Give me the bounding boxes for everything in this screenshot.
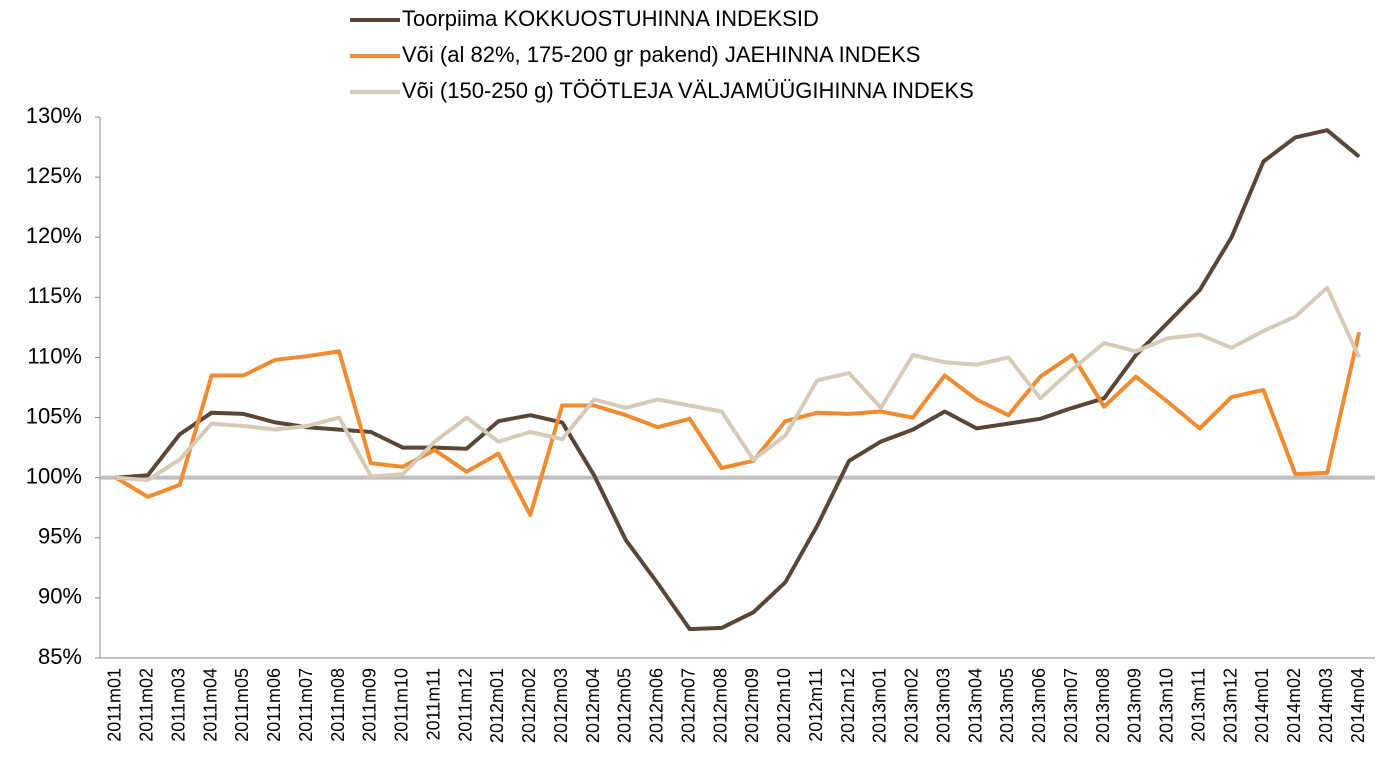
x-tick-label: 2014m04 <box>1348 668 1368 743</box>
x-tick-label: 2011m11 <box>423 668 443 740</box>
x-tick-label: 2013m12 <box>1220 668 1240 743</box>
y-tick-label: 120% <box>26 223 82 248</box>
x-tick-label: 2011m10 <box>392 668 412 742</box>
x-tick-label: 2013m10 <box>1157 668 1177 743</box>
x-tick-label: 2013m01 <box>870 668 890 743</box>
x-tick-label: 2012m07 <box>678 668 698 743</box>
x-tick-label: 2012m05 <box>615 668 635 743</box>
x-tick-label: 2013m05 <box>997 668 1017 743</box>
x-tick-label: 2014m03 <box>1316 668 1336 743</box>
x-tick-label: 2011m08 <box>328 668 348 742</box>
x-tick-label: 2013m02 <box>902 668 922 743</box>
x-tick-label: 2011m07 <box>296 668 316 742</box>
x-tick-label: 2011m09 <box>360 668 380 742</box>
x-tick-label: 2014m02 <box>1284 668 1304 743</box>
x-tick-label: 2012m09 <box>742 668 762 743</box>
x-tick-label: 2011m06 <box>264 668 284 742</box>
x-tick-label: 2011m03 <box>168 668 188 742</box>
x-tick-label: 2013m09 <box>1125 668 1145 743</box>
y-tick-label: 100% <box>26 463 82 488</box>
x-tick-label: 2012m03 <box>551 668 571 743</box>
x-tick-label: 2012m01 <box>487 668 507 743</box>
x-tick-label: 2011m01 <box>105 668 125 742</box>
x-tick-label: 2013m11 <box>1188 668 1208 742</box>
legend-label: Toorpiima KOKKUOSTUHINNA INDEKSID <box>402 6 819 31</box>
x-tick-label: 2013m08 <box>1093 668 1113 743</box>
y-tick-label: 110% <box>27 343 82 368</box>
y-tick-label: 130% <box>26 103 82 128</box>
x-tick-label: 2012m10 <box>774 668 794 743</box>
y-tick-label: 95% <box>38 524 82 549</box>
x-tick-label: 2014m01 <box>1252 668 1272 743</box>
x-tick-label: 2012m06 <box>647 668 667 743</box>
series-line <box>114 331 1362 517</box>
x-tick-label: 2012m12 <box>838 668 858 743</box>
x-tick-label: 2013m07 <box>1061 668 1081 743</box>
x-tick-label: 2012m11 <box>806 668 826 742</box>
x-tick-label: 2011m02 <box>137 668 157 742</box>
x-tick-label: 2011m05 <box>232 668 252 742</box>
y-tick-label: 105% <box>26 403 82 428</box>
x-tick-label: 2011m04 <box>200 668 220 742</box>
x-tick-label: 2013m04 <box>965 668 985 743</box>
x-tick-label: 2012m08 <box>710 668 730 743</box>
x-tick-label: 2013m06 <box>1029 668 1049 743</box>
y-tick-label: 90% <box>38 584 82 609</box>
y-tick-label: 85% <box>38 644 82 669</box>
y-tick-label: 115% <box>27 283 82 308</box>
series-line <box>115 128 1361 632</box>
legend-label: Või (150-250 g) TÖÖTLEJA VÄLJAMÜÜGIHINNA… <box>402 78 974 103</box>
x-tick-label: 2012m04 <box>583 668 603 743</box>
y-tick-label: 125% <box>26 163 82 188</box>
legend-label: Või (al 82%, 175-200 gr pakend) JAEHINNA… <box>402 42 920 67</box>
x-tick-label: 2011m12 <box>455 668 475 742</box>
x-tick-label: 2013m03 <box>933 668 953 743</box>
x-tick-label: 2012m02 <box>519 668 539 743</box>
series-line <box>115 285 1361 483</box>
